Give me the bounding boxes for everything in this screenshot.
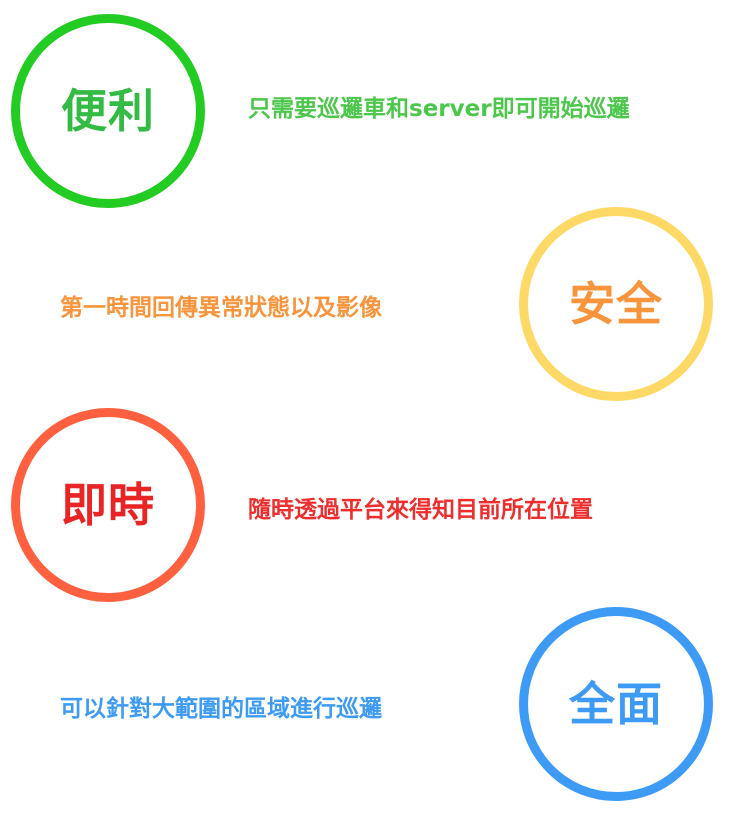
feature-title-realtime: 即時 xyxy=(61,478,155,532)
feature-description-convenience: 只需要巡邏車和server即可開始巡邏 xyxy=(248,96,630,122)
feature-title-comprehensive: 全面 xyxy=(569,677,663,731)
feature-description-safety: 第一時間回傳異常狀態以及影像 xyxy=(60,295,382,321)
feature-description-realtime: 隨時透過平台來得知目前所在位置 xyxy=(248,497,593,523)
feature-title-convenience: 便利 xyxy=(61,84,155,138)
feature-realtime: 即時 隨時透過平台來得知目前所在位置 xyxy=(0,402,747,612)
feature-circle-comprehensive: 全面 xyxy=(519,607,713,801)
feature-convenience: 便利 只需要巡邏車和server即可開始巡邏 xyxy=(0,4,747,214)
feature-circle-safety: 安全 xyxy=(519,207,713,401)
feature-circle-convenience: 便利 xyxy=(11,14,205,208)
feature-comprehensive: 全面 可以針對大範圍的區域進行巡邏 xyxy=(0,600,747,810)
feature-safety: 安全 第一時間回傳異常狀態以及影像 xyxy=(0,204,747,414)
feature-description-comprehensive: 可以針對大範圍的區域進行巡邏 xyxy=(60,696,382,722)
feature-title-safety: 安全 xyxy=(569,277,663,331)
feature-circle-realtime: 即時 xyxy=(11,408,205,602)
